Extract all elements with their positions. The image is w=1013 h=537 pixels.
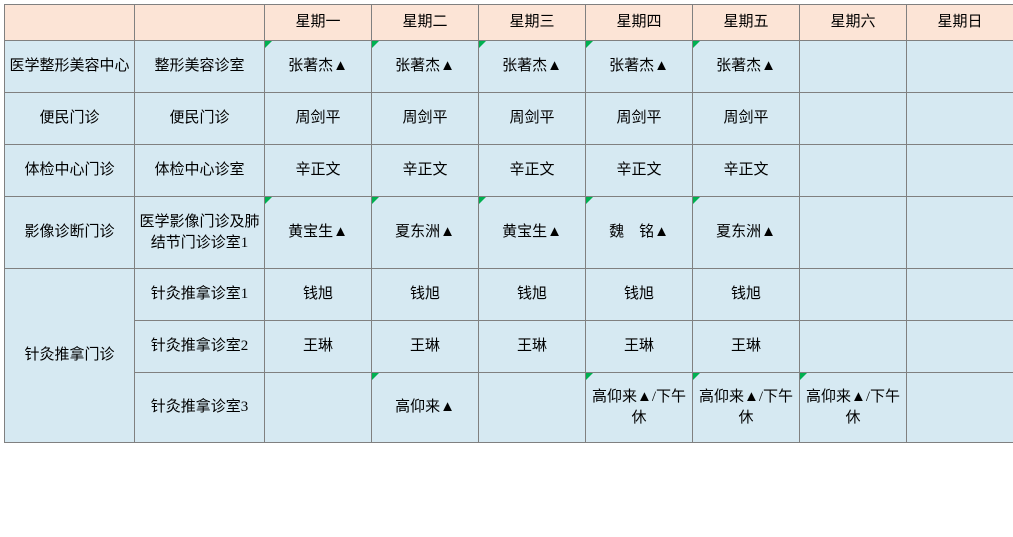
table-row: 体检中心门诊 体检中心诊室 辛正文 辛正文 辛正文 辛正文 辛正文 [5, 145, 1013, 197]
day-cell: 黄宝生▲ [265, 197, 372, 269]
dept-cell: 医学整形美容中心 [5, 41, 135, 93]
day-cell: 周剑平 [265, 93, 372, 145]
table-row: 影像诊断门诊 医学影像门诊及肺结节门诊诊室1 黄宝生▲ 夏东洲▲ 黄宝生▲ 魏 … [5, 197, 1013, 269]
day-cell: 张著杰▲ [693, 41, 800, 93]
day-cell: 周剑平 [479, 93, 586, 145]
day-cell: 高仰来▲/下午休 [586, 373, 693, 443]
day-cell [907, 373, 1013, 443]
day-cell: 张著杰▲ [265, 41, 372, 93]
day-cell: 王琳 [265, 321, 372, 373]
room-cell: 针灸推拿诊室2 [135, 321, 265, 373]
day-cell [800, 41, 907, 93]
room-cell: 针灸推拿诊室3 [135, 373, 265, 443]
day-cell: 王琳 [372, 321, 479, 373]
room-cell: 针灸推拿诊室1 [135, 269, 265, 321]
day-cell: 高仰来▲/下午休 [693, 373, 800, 443]
header-fri: 星期五 [693, 5, 800, 41]
day-cell: 钱旭 [586, 269, 693, 321]
day-cell: 辛正文 [693, 145, 800, 197]
day-cell: 张著杰▲ [479, 41, 586, 93]
day-cell [907, 321, 1013, 373]
day-cell: 魏 铭▲ [586, 197, 693, 269]
schedule-body: 医学整形美容中心 整形美容诊室 张著杰▲ 张著杰▲ 张著杰▲ 张著杰▲ 张著杰▲… [5, 41, 1013, 443]
header-mon: 星期一 [265, 5, 372, 41]
day-cell: 王琳 [479, 321, 586, 373]
day-cell [265, 373, 372, 443]
day-cell: 周剑平 [693, 93, 800, 145]
day-cell [907, 269, 1013, 321]
table-row: 针灸推拿诊室2 王琳 王琳 王琳 王琳 王琳 [5, 321, 1013, 373]
day-cell: 高仰来▲/下午休 [800, 373, 907, 443]
header-row: 星期一 星期二 星期三 星期四 星期五 星期六 星期日 [5, 5, 1013, 41]
dept-cell: 针灸推拿门诊 [5, 269, 135, 443]
table-row: 针灸推拿门诊 针灸推拿诊室1 钱旭 钱旭 钱旭 钱旭 钱旭 [5, 269, 1013, 321]
header-thu: 星期四 [586, 5, 693, 41]
schedule-table: 星期一 星期二 星期三 星期四 星期五 星期六 星期日 医学整形美容中心 整形美… [4, 4, 1013, 443]
table-row: 便民门诊 便民门诊 周剑平 周剑平 周剑平 周剑平 周剑平 [5, 93, 1013, 145]
room-cell: 整形美容诊室 [135, 41, 265, 93]
day-cell: 王琳 [693, 321, 800, 373]
dept-cell: 便民门诊 [5, 93, 135, 145]
room-cell: 便民门诊 [135, 93, 265, 145]
room-cell: 医学影像门诊及肺结节门诊诊室1 [135, 197, 265, 269]
day-cell: 王琳 [586, 321, 693, 373]
header-sat: 星期六 [800, 5, 907, 41]
header-sun: 星期日 [907, 5, 1013, 41]
day-cell: 钱旭 [479, 269, 586, 321]
day-cell: 周剑平 [372, 93, 479, 145]
day-cell [907, 93, 1013, 145]
day-cell [479, 373, 586, 443]
day-cell [907, 145, 1013, 197]
room-cell: 体检中心诊室 [135, 145, 265, 197]
day-cell: 高仰来▲ [372, 373, 479, 443]
day-cell [800, 269, 907, 321]
table-row: 医学整形美容中心 整形美容诊室 张著杰▲ 张著杰▲ 张著杰▲ 张著杰▲ 张著杰▲ [5, 41, 1013, 93]
dept-cell: 影像诊断门诊 [5, 197, 135, 269]
day-cell [907, 41, 1013, 93]
day-cell: 夏东洲▲ [693, 197, 800, 269]
day-cell: 辛正文 [586, 145, 693, 197]
dept-cell: 体检中心门诊 [5, 145, 135, 197]
day-cell: 钱旭 [265, 269, 372, 321]
day-cell [800, 321, 907, 373]
day-cell: 夏东洲▲ [372, 197, 479, 269]
table-row: 针灸推拿诊室3 高仰来▲ 高仰来▲/下午休 高仰来▲/下午休 高仰来▲/下午休 [5, 373, 1013, 443]
day-cell: 辛正文 [372, 145, 479, 197]
day-cell: 钱旭 [693, 269, 800, 321]
day-cell: 辛正文 [479, 145, 586, 197]
day-cell [800, 197, 907, 269]
day-cell [907, 197, 1013, 269]
day-cell: 黄宝生▲ [479, 197, 586, 269]
day-cell: 张著杰▲ [586, 41, 693, 93]
header-wed: 星期三 [479, 5, 586, 41]
header-blank-0 [5, 5, 135, 41]
day-cell: 周剑平 [586, 93, 693, 145]
day-cell: 张著杰▲ [372, 41, 479, 93]
day-cell: 钱旭 [372, 269, 479, 321]
day-cell: 辛正文 [265, 145, 372, 197]
day-cell [800, 93, 907, 145]
header-blank-1 [135, 5, 265, 41]
day-cell [800, 145, 907, 197]
header-tue: 星期二 [372, 5, 479, 41]
